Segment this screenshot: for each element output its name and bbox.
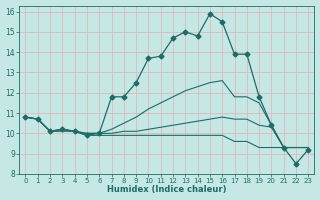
X-axis label: Humidex (Indice chaleur): Humidex (Indice chaleur) [107, 185, 227, 194]
